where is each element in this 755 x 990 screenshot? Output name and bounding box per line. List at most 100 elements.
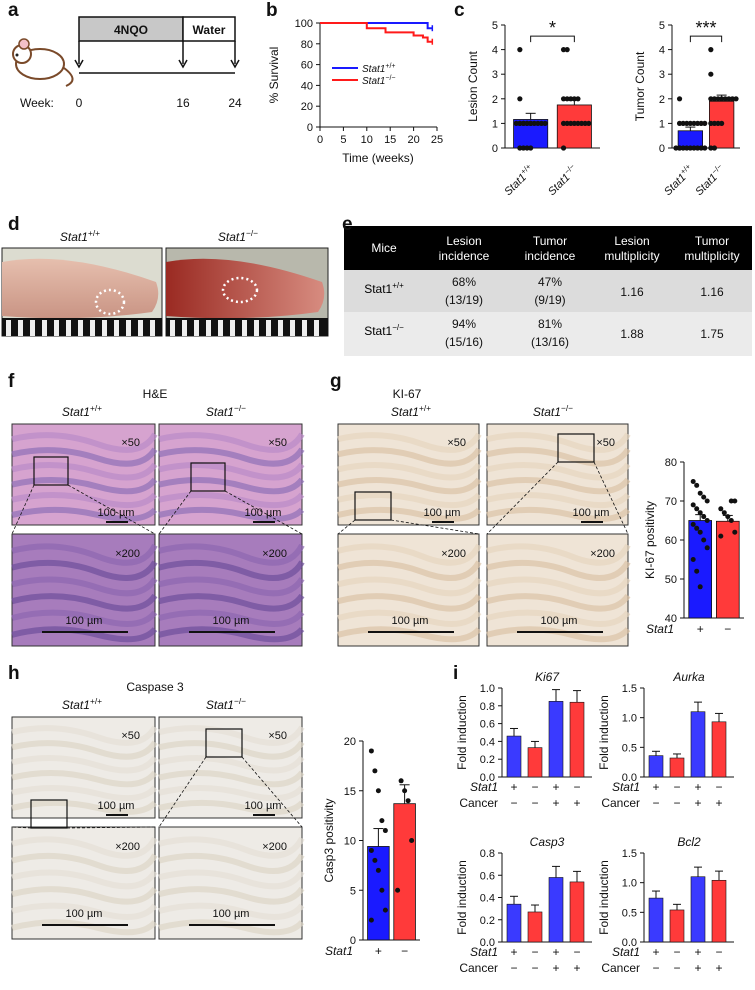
e-row-bg-1 xyxy=(344,312,752,356)
f-genotype-0-base: Stat1 xyxy=(62,405,90,419)
b-legend-label-1: Stat1−/− xyxy=(362,75,395,87)
c-dot-1 xyxy=(687,120,693,126)
g-genotype-1-sup: −/− xyxy=(561,403,573,413)
b-ytick-label: 100 xyxy=(295,18,313,30)
b-xtick-label: 20 xyxy=(407,134,419,146)
e-row-bg-0 xyxy=(344,270,752,312)
e-lesion-1: 94% xyxy=(452,317,476,331)
h-genotype-1: Stat1−/− xyxy=(206,696,246,712)
e-mice-1: Stat1−/− xyxy=(364,323,404,338)
b-legend-label-0-base: Stat1 xyxy=(362,64,385,75)
i-y-label-1: Fold induction xyxy=(597,695,611,770)
g-dot xyxy=(690,557,696,562)
i-cancer-sign: − xyxy=(531,796,538,810)
h-zoom-line-1 xyxy=(158,756,207,828)
g-title: KI-67 xyxy=(393,387,422,401)
d-ruler-tick xyxy=(90,320,95,336)
g-dot xyxy=(718,533,724,539)
i-ytick-label: 0.4 xyxy=(480,893,495,905)
e-mice-sup: +/+ xyxy=(392,281,404,290)
g-img-high-1-texture xyxy=(486,593,631,612)
h-bar-0 xyxy=(367,846,390,941)
h-img-low-1-texture xyxy=(158,725,305,746)
h-title: Caspase 3 xyxy=(126,680,184,694)
h-dot xyxy=(379,887,385,893)
h-dot xyxy=(382,907,388,913)
g-scale-high-1: 100 µm xyxy=(541,615,578,627)
i-cancer-sign: + xyxy=(552,796,559,810)
g-img-low-0-texture xyxy=(337,506,482,522)
treat-box-4nqo xyxy=(78,16,184,42)
i-ytick-label: 0.2 xyxy=(480,915,495,927)
panel-label-c: c xyxy=(454,0,465,21)
g-img-high-0-texture xyxy=(337,559,482,581)
treat-box-water xyxy=(182,16,236,42)
c-dot-1 xyxy=(698,145,704,151)
h-img-high-0-texture xyxy=(11,836,158,859)
c-dot-1 xyxy=(694,145,701,151)
i-cancer-sign: − xyxy=(510,961,517,975)
h-bar-1 xyxy=(393,803,416,941)
d-ruler-tick xyxy=(114,320,119,336)
d-ruler-tick xyxy=(242,320,247,336)
h-dot xyxy=(372,768,378,774)
i-stat1-sign: + xyxy=(652,780,659,794)
f-scale-low-0: 100 µm xyxy=(98,507,135,519)
i-title-1: Aurka xyxy=(672,670,705,684)
i-stat1-sign: − xyxy=(673,780,680,794)
i-stat1-sign: + xyxy=(694,945,701,959)
c-y-label-1: Tumor Count xyxy=(633,51,647,121)
h-dot xyxy=(395,887,401,893)
i-bar-3-1 xyxy=(669,909,685,943)
d-tongue-1 xyxy=(166,258,325,319)
c-dot-1 xyxy=(719,96,725,102)
h-mag-high-0: ×200 xyxy=(115,841,140,853)
i-stat1-sign: + xyxy=(510,780,517,794)
h-genotype-1-base: Stat1 xyxy=(206,698,234,712)
f-img-high-0-texture xyxy=(11,626,158,643)
h-ytick-label: 20 xyxy=(344,736,356,748)
f-scale-high-1: 100 µm xyxy=(213,615,250,627)
c-dot-1 xyxy=(715,120,721,126)
h-img-low-1-texture xyxy=(158,755,305,774)
h-ytick-label: 5 xyxy=(350,885,356,897)
b-ytick-label: 40 xyxy=(301,80,313,92)
h-img-high-0-texture xyxy=(11,852,158,874)
f-img-low-0-texture xyxy=(11,477,158,495)
f-mag-high-1: ×200 xyxy=(262,548,287,560)
b-legend-label-1-sup: −/− xyxy=(385,75,395,82)
h-zoom-line-0 xyxy=(11,826,32,829)
c-ytick-label: 5 xyxy=(492,20,498,32)
f-img-low-1-texture xyxy=(158,491,305,509)
g-dot xyxy=(732,529,738,535)
c-dot-0 xyxy=(582,120,588,126)
d-ruler-tick xyxy=(30,320,35,336)
g-img-high-1-texture xyxy=(486,576,631,597)
c-dot-0 xyxy=(542,120,548,126)
g-ytick-label: 60 xyxy=(665,535,677,547)
arrow-head-2 xyxy=(230,59,240,69)
g-dot xyxy=(721,510,727,516)
f-zoom-line-1 xyxy=(158,490,192,535)
i-cancer-sign: + xyxy=(573,796,580,810)
i-ytick-label: 0.8 xyxy=(480,701,495,713)
h-scale-low-0: 100 µm xyxy=(98,800,135,812)
d-ruler-tick xyxy=(102,320,107,336)
i-title-0: Ki67 xyxy=(535,670,560,684)
arrow-head-0 xyxy=(74,59,84,69)
g-dot xyxy=(728,498,734,504)
g-img-low-0-texture xyxy=(337,447,482,467)
e-mice-base: Stat1 xyxy=(364,324,392,338)
f-genotype-0-sup: +/+ xyxy=(90,403,102,413)
h-dot xyxy=(379,818,385,824)
b-series-line-1 xyxy=(320,22,433,43)
i-bar-0-2 xyxy=(548,701,564,778)
c-dot-1 xyxy=(708,145,714,151)
i-bar-1-1 xyxy=(669,757,685,778)
i-bar-3-0 xyxy=(648,897,664,943)
c-dot-1 xyxy=(680,145,686,151)
i-cancer-sign: + xyxy=(715,961,722,975)
h-genotype-0-base: Stat1 xyxy=(62,698,90,712)
i-stat1-sign: + xyxy=(552,945,559,959)
f-img-high-0-texture xyxy=(11,576,158,597)
